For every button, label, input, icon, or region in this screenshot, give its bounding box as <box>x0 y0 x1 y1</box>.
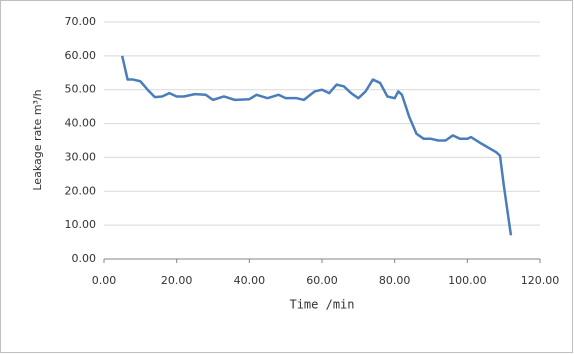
x-tick-label: 20.00 <box>161 274 193 287</box>
x-tick-label: 60.00 <box>306 274 338 287</box>
y-tick-label: 50.00 <box>65 83 97 96</box>
data-line <box>120 55 513 236</box>
y-tick-label: 10.00 <box>65 218 97 231</box>
y-tick-label: 0.00 <box>72 252 97 265</box>
y-tick-label: 30.00 <box>65 150 97 163</box>
x-tick-label: 120.00 <box>521 274 560 287</box>
y-tick-label: 60.00 <box>65 49 97 62</box>
y-tick-label: 40.00 <box>65 117 97 130</box>
x-tick-label: 80.00 <box>379 274 411 287</box>
x-tick-label: 100.00 <box>448 274 487 287</box>
y-tick-label: 20.00 <box>65 184 97 197</box>
x-axis-label: Time /min <box>289 298 354 312</box>
y-axis-label: Leakage rate m³/h <box>31 89 44 190</box>
x-tick-label: 0.00 <box>92 274 117 287</box>
x-tick-label: 40.00 <box>234 274 266 287</box>
y-tick-label: 70.00 <box>65 15 97 28</box>
